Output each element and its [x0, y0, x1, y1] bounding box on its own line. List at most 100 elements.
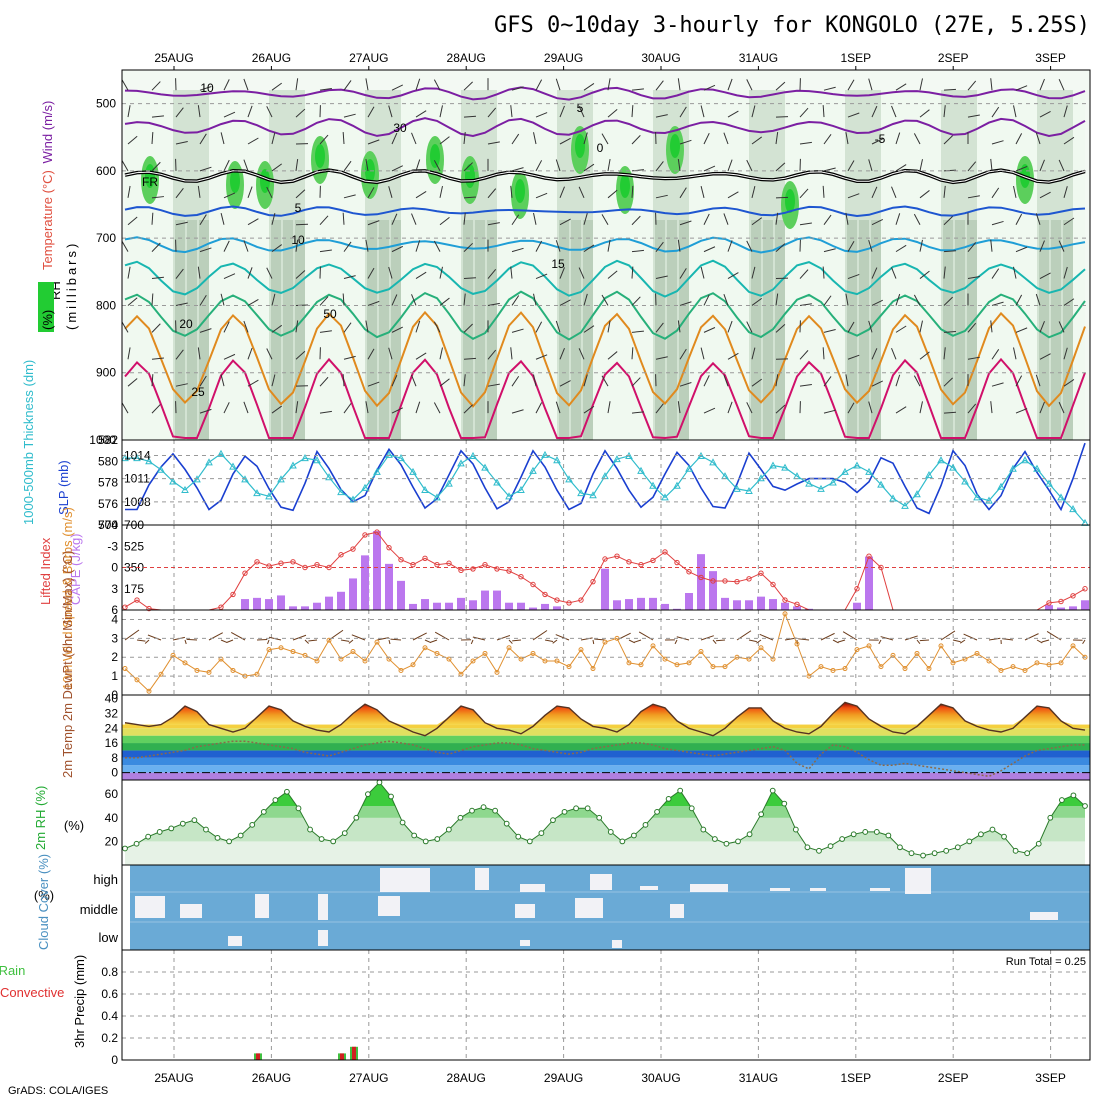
- wind-barb: [511, 409, 524, 414]
- lifted-index-point: [650, 557, 656, 564]
- surface-wind-barb: [147, 634, 162, 641]
- wind-barb: [343, 241, 352, 252]
- wind-tick-label: 0: [111, 688, 118, 702]
- rh-point: [237, 832, 244, 839]
- cape-bar: [289, 606, 297, 610]
- cape-bar: [721, 597, 729, 610]
- rh-point: [133, 840, 140, 847]
- rh-point: [445, 826, 452, 833]
- wind-barb: [746, 79, 753, 91]
- wind-barb: [463, 196, 477, 199]
- bottom-date-label: 25AUG: [154, 1071, 193, 1085]
- wind-speed-point: [578, 647, 584, 653]
- temperature-fill: [125, 702, 1085, 725]
- wind-barb: [655, 241, 664, 252]
- wind-speed-point: [1022, 667, 1028, 673]
- wind-barb: [415, 401, 421, 414]
- cape-bar: [265, 599, 273, 610]
- wind-barb: [343, 80, 352, 91]
- rh-plume: [487, 220, 497, 440]
- wind-barb: [631, 185, 634, 198]
- wind-barb: [535, 160, 543, 172]
- wind-barb: [751, 136, 763, 145]
- wind-barb: [631, 296, 641, 306]
- wind-barb: [295, 350, 306, 360]
- rh-plume: [571, 220, 581, 440]
- wind-barb: [266, 106, 273, 118]
- wind-speed-point: [506, 645, 512, 651]
- wind-speed-point: [722, 664, 728, 670]
- lifted-index-point: [530, 581, 536, 588]
- rh-unit-label: (%): [64, 818, 84, 833]
- lifted-index-point: [482, 561, 488, 568]
- wind-barb: [127, 347, 131, 360]
- wind-barb: [891, 186, 897, 199]
- wind-barb: [439, 378, 450, 387]
- rh-point: [330, 838, 337, 845]
- wind-barb: [775, 212, 779, 225]
- rh-point: [781, 800, 788, 807]
- cape-bar: [553, 606, 561, 610]
- slp-axis: 574 576 578 580 582 1008 1011 1014 700: [98, 433, 1090, 532]
- wind-barb: [967, 195, 980, 199]
- wind-speed-point: [974, 650, 980, 656]
- lifted-index-point: [446, 560, 452, 566]
- surface-wind-barb: [512, 639, 522, 642]
- wind-barb: [199, 408, 212, 414]
- wind-barb: [631, 169, 644, 172]
- cloud-axis: high middle low (%): [34, 872, 119, 945]
- cape-bar: [1069, 606, 1077, 610]
- rh-point: [191, 817, 198, 824]
- cloud-level-label: low: [98, 930, 118, 945]
- thickness-point: [481, 463, 489, 471]
- wind-barb: [583, 374, 588, 387]
- surface-wind-barb: [552, 639, 558, 644]
- wind-barb: [727, 352, 739, 360]
- wind-barb: [391, 165, 404, 172]
- wind-barb: [535, 112, 548, 118]
- wind-barb: [990, 78, 993, 91]
- rh-point: [978, 831, 984, 838]
- surface-wind-barb: [424, 639, 432, 644]
- contour-label: 25: [191, 385, 205, 399]
- rh-point: [341, 830, 348, 837]
- rh-column: [989, 90, 1001, 440]
- wind-barb: [775, 162, 786, 172]
- top-date-label: 31AUG: [739, 51, 778, 65]
- cape-bar: [373, 531, 381, 610]
- wind-barb: [845, 132, 849, 145]
- cape-tick-label: 350: [124, 561, 144, 575]
- svg-text:Temperature (°C): Temperature (°C) Wind (m/s): [40, 101, 55, 270]
- surface-wind-barb: [351, 634, 366, 641]
- lifted-index-point: [254, 559, 260, 565]
- thickness-point: [289, 461, 297, 469]
- wind-speed-line: [122, 611, 1088, 694]
- surface-wind-barb: [832, 639, 839, 644]
- wind-barb: [871, 138, 884, 145]
- wind-barb: [151, 293, 154, 306]
- wind-barb: [990, 239, 993, 252]
- rh-point: [376, 779, 383, 786]
- thickness-point: [649, 481, 657, 489]
- wind-barb: [895, 325, 907, 333]
- wind-barb: [845, 293, 849, 306]
- rh-point: [1070, 792, 1077, 799]
- cloud-gap-block: [810, 888, 826, 891]
- wind-barb: [319, 168, 332, 172]
- wind-barb: [487, 188, 497, 199]
- wind-barb: [578, 186, 585, 199]
- bottom-date-label: 26AUG: [252, 1071, 291, 1085]
- cape-bar: [409, 603, 417, 610]
- wind-speed-point: [686, 660, 692, 666]
- rh-plume: [1051, 220, 1061, 440]
- wind-axis: 0 1 2 3 4: [111, 612, 1090, 702]
- wind-barb: [583, 244, 595, 253]
- thickness-point: [997, 482, 1005, 490]
- wind-barb: [913, 294, 921, 306]
- wind-barb: [723, 294, 729, 306]
- lifted-index-point: [782, 597, 788, 603]
- wind-barb: [319, 376, 329, 387]
- wind-barb: [823, 86, 836, 91]
- wind-barb: [223, 273, 236, 280]
- cape-bar: [733, 600, 741, 610]
